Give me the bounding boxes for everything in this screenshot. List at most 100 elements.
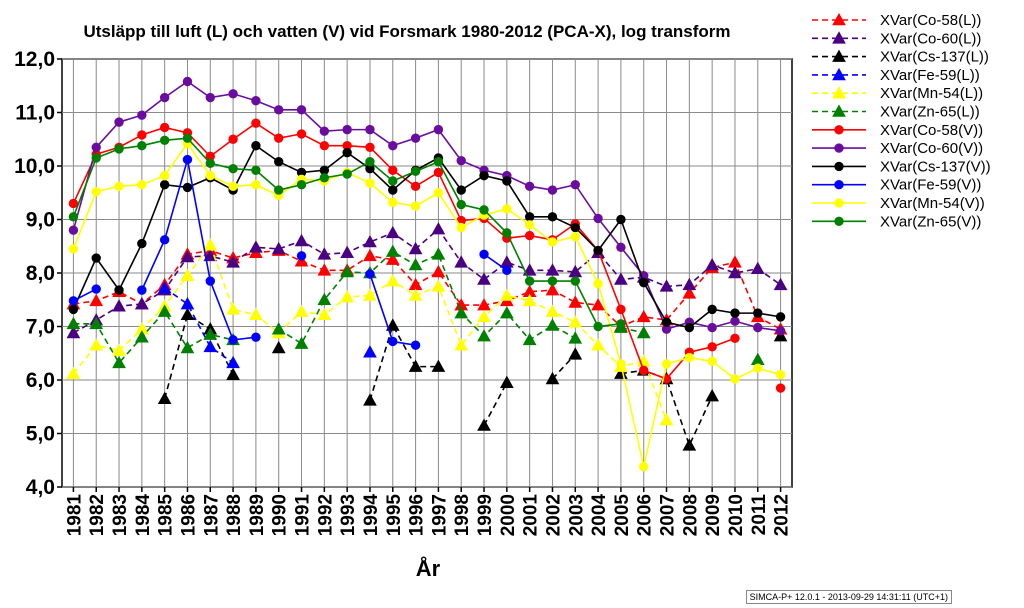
data-point-circle [274,157,284,167]
data-point-triangle [271,241,286,255]
data-point-triangle [568,331,583,344]
legend-label: XVar(Co-60(L)) [880,30,981,47]
data-point-triangle [203,327,218,340]
data-point-triangle [226,355,240,369]
data-point-circle [753,322,763,333]
series-line [163,313,234,399]
data-point-triangle [568,347,583,360]
data-point-circle [456,199,466,210]
data-point-triangle [832,49,846,62]
data-point-circle [570,222,580,233]
data-point-triangle [545,304,560,317]
data-point-circle [296,251,307,261]
data-point-circle [479,249,489,259]
data-point-circle [296,180,307,190]
data-point-circle [593,213,603,224]
data-point-circle [91,253,101,263]
x-tick-label: 1982 [87,494,108,536]
y-tick-label: 4,0 [26,476,55,499]
legend-item: XVar(Fe-59(V)) [812,177,981,194]
data-point-circle [159,180,170,190]
data-point-circle [159,135,170,146]
data-point-circle [547,185,558,195]
x-tick-label: 2003 [566,494,587,536]
data-point-circle [388,197,398,208]
series-line [73,227,782,334]
data-point-triangle [431,279,446,292]
data-point-circle [456,155,466,166]
data-point-circle [834,216,844,227]
data-point-triangle [363,248,377,262]
data-point-circle [319,173,330,183]
data-point-circle [137,130,147,140]
data-point-circle [296,129,307,139]
data-point-circle [228,181,238,192]
legend-item: XVar(Mn-54(V)) [812,195,985,212]
data-point-triangle [180,268,195,281]
data-point-circle [388,336,398,347]
data-point-circle [68,304,79,315]
data-point-triangle [294,304,309,317]
data-point-triangle [499,375,514,388]
x-tick-label: 1993 [338,494,359,536]
data-point-circle [433,188,444,198]
data-point-circle [753,308,763,318]
data-point-triangle [728,265,742,279]
data-point-circle [730,333,740,343]
series-xvar-cs-137-v [68,140,786,333]
x-tick-label: 1997 [429,494,450,536]
data-point-circle [433,124,444,135]
y-tick-label: 11,0 [15,102,55,125]
data-point-triangle [614,272,628,285]
data-point-triangle [180,307,195,321]
data-point-triangle [294,336,309,349]
data-point-triangle [545,283,560,296]
data-point-circle [616,242,626,253]
data-point-triangle [134,330,149,343]
legend-label: XVar(Fe-59(V)) [880,177,981,194]
x-tick-label: 1987 [201,494,222,536]
data-point-triangle [832,104,846,117]
data-point-circle [68,244,79,254]
series-line [551,353,576,380]
data-point-triangle [705,257,720,271]
data-point-circle [68,198,79,209]
data-point-triangle [89,316,104,330]
data-point-circle [684,322,695,333]
data-point-triangle [112,299,126,312]
data-point-triangle [363,393,377,406]
data-point-circle [228,89,238,99]
data-point-triangle [66,366,81,379]
data-point-circle [274,133,284,143]
data-point-circle [502,176,512,186]
y-tick-label: 7,0 [26,316,55,339]
x-tick-label: 2004 [589,494,610,537]
x-tick-label: 1992 [315,494,336,536]
data-point-circle [524,276,535,286]
data-point-triangle [591,298,605,311]
data-point-circle [137,140,147,151]
x-tick-label: 2009 [703,494,724,536]
data-point-triangle [477,329,491,342]
data-point-circle [182,76,193,87]
data-point-triangle [832,86,846,99]
data-point-circle [616,214,626,225]
data-point-circle [137,180,147,190]
data-point-circle [251,332,261,342]
data-point-circle [114,117,124,127]
y-tick-label: 5,0 [26,423,55,446]
data-point-triangle [750,261,765,275]
data-point-circle [68,212,79,222]
x-tick-label: 1988 [224,494,245,536]
data-point-circle [547,212,558,222]
data-point-triangle [340,245,355,258]
data-point-circle [365,142,375,152]
x-tick-label: 2007 [658,494,679,536]
data-point-circle [410,133,421,143]
data-point-triangle [317,263,332,276]
x-tick-label: 2006 [635,494,656,536]
x-tick-label: 1999 [475,494,496,536]
data-point-circle [410,201,421,211]
legend-label: XVar(Mn-54(V)) [880,195,985,212]
